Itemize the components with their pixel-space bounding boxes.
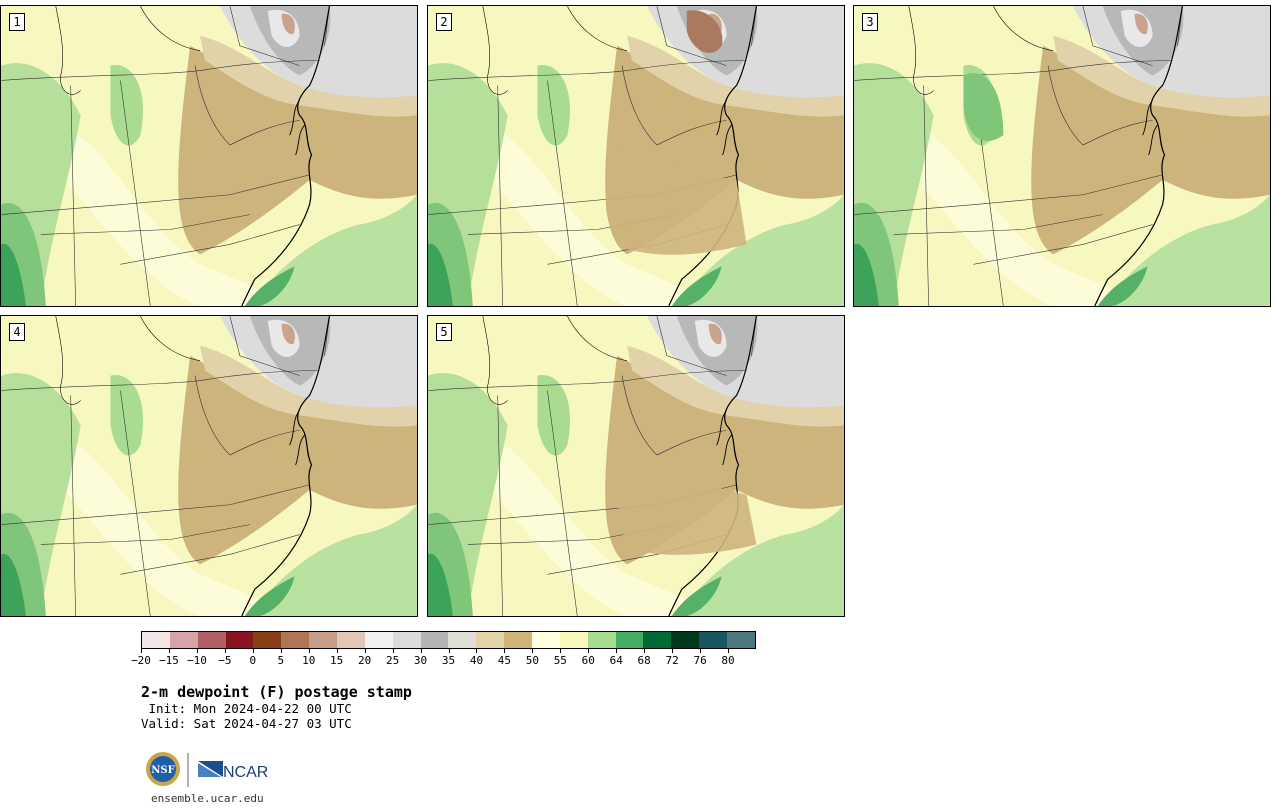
colorbar-tick bbox=[504, 649, 506, 653]
map-panel-4: 4 bbox=[0, 315, 418, 617]
colorbar-tick-label: −10 bbox=[186, 654, 207, 667]
colorbar-ticks: −20 −15 −10 −5 0 5 10 15 20 25 30 35 40 45 50 55 60 64 68 7… bbox=[131, 649, 756, 673]
colorbar-tick-label: 20 bbox=[358, 654, 372, 667]
colorbar-swatch bbox=[253, 632, 282, 648]
colorbar-tick-label: 40 bbox=[469, 654, 484, 667]
colorbar-swatch bbox=[392, 632, 421, 648]
colorbar-tick-label: 50 bbox=[525, 654, 539, 667]
colorbar-tick bbox=[420, 649, 422, 653]
colorbar-tick-label: 35 bbox=[441, 654, 456, 667]
figure-title: 2-m dewpoint (F) postage stamp bbox=[141, 683, 412, 701]
panel-number: 2 bbox=[436, 13, 452, 31]
map-image bbox=[1, 316, 417, 616]
colorbar-swatch bbox=[559, 632, 588, 648]
colorbar-swatch bbox=[671, 632, 700, 648]
map-panel-2: 2 bbox=[427, 5, 845, 307]
colorbar-swatch bbox=[643, 632, 672, 648]
colorbar-swatch bbox=[225, 632, 254, 648]
colorbar-swatch bbox=[309, 632, 338, 648]
colorbar-swatch bbox=[448, 632, 477, 648]
colorbar-swatch bbox=[476, 632, 505, 648]
site-url: ensemble.ucar.edu bbox=[151, 792, 264, 805]
colorbar-tick-label: −5 bbox=[218, 654, 232, 667]
colorbar-tick bbox=[308, 649, 310, 653]
colorbar-tick bbox=[196, 649, 198, 653]
colorbar-tick-label: 72 bbox=[665, 654, 679, 667]
colorbar-tick-label: 30 bbox=[413, 654, 428, 667]
colorbar-swatch bbox=[364, 632, 393, 648]
nsf-logo-text: NSF bbox=[151, 765, 174, 776]
colorbar-tick bbox=[700, 649, 702, 653]
panel-number: 5 bbox=[436, 323, 452, 341]
colorbar-tick-label: 64 bbox=[609, 654, 623, 667]
panel-number: 3 bbox=[862, 13, 878, 31]
colorbar-swatch bbox=[699, 632, 728, 648]
colorbar-swatch bbox=[281, 632, 310, 648]
map-image bbox=[1, 6, 417, 306]
map-image bbox=[428, 6, 844, 306]
colorbar-swatch bbox=[532, 632, 560, 648]
colorbar-tick bbox=[616, 649, 618, 653]
colorbar-tick-label: 15 bbox=[330, 654, 344, 667]
colorbar-tick-label: 45 bbox=[497, 654, 512, 667]
map-image bbox=[854, 6, 1270, 306]
colorbar-swatch bbox=[142, 632, 170, 648]
map-panel-1: 1 bbox=[0, 5, 418, 307]
colorbar-swatch bbox=[197, 632, 226, 648]
colorbar-tick bbox=[644, 649, 646, 653]
colorbar-tick bbox=[448, 649, 450, 653]
colorbar-tick-label: −20 bbox=[131, 654, 151, 667]
map-image bbox=[428, 316, 844, 616]
colorbar-tick-label: 80 bbox=[721, 654, 735, 667]
colorbar-swatch bbox=[337, 632, 365, 648]
colorbar-tick-label: 25 bbox=[385, 654, 400, 667]
colorbar-tick-label: 76 bbox=[693, 654, 707, 667]
valid-time: Valid: Sat 2024-04-27 03 UTC bbox=[141, 716, 352, 731]
colorbar-tick bbox=[280, 649, 282, 653]
colorbar-tick-label: 68 bbox=[637, 654, 651, 667]
colorbar-swatch bbox=[169, 632, 198, 648]
colorbar-tick bbox=[336, 649, 338, 653]
colorbar-tick-label: 5 bbox=[277, 654, 285, 667]
ncar-logo-icon: NCAR bbox=[198, 761, 268, 781]
colorbar-swatch bbox=[420, 632, 449, 648]
colorbar-tick bbox=[588, 649, 590, 653]
colorbar-tick bbox=[168, 649, 170, 653]
colorbar-tick bbox=[252, 649, 254, 653]
colorbar-swatch bbox=[727, 632, 755, 648]
colorbar-tick bbox=[728, 649, 730, 653]
colorbar-tick-label: 10 bbox=[302, 654, 316, 667]
panel-number: 1 bbox=[9, 13, 25, 31]
colorbar-tick bbox=[224, 649, 226, 653]
colorbar bbox=[141, 631, 756, 649]
colorbar-tick bbox=[560, 649, 562, 653]
colorbar-swatch bbox=[504, 632, 533, 648]
logos: NSF NCAR bbox=[145, 751, 275, 789]
colorbar-tick bbox=[532, 649, 534, 653]
nsf-logo-icon: NSF bbox=[146, 752, 180, 786]
colorbar-tick-label: −15 bbox=[159, 654, 179, 667]
colorbar-swatch bbox=[587, 632, 616, 648]
panel-number: 4 bbox=[9, 323, 25, 341]
colorbar-tick bbox=[476, 649, 478, 653]
ncar-logo-text: NCAR bbox=[223, 764, 268, 781]
colorbar-tick bbox=[672, 649, 674, 653]
init-time: Init: Mon 2024-04-22 00 UTC bbox=[141, 701, 352, 716]
colorbar-tick-label: 0 bbox=[249, 654, 257, 667]
colorbar-tick bbox=[364, 649, 366, 653]
colorbar-tick-label: 60 bbox=[581, 654, 595, 667]
colorbar-tick bbox=[141, 649, 142, 653]
colorbar-tick bbox=[392, 649, 394, 653]
colorbar-swatch bbox=[615, 632, 644, 648]
colorbar-tick-label: 55 bbox=[553, 654, 567, 667]
map-panel-3: 3 bbox=[853, 5, 1271, 307]
map-panel-5: 5 bbox=[427, 315, 845, 617]
